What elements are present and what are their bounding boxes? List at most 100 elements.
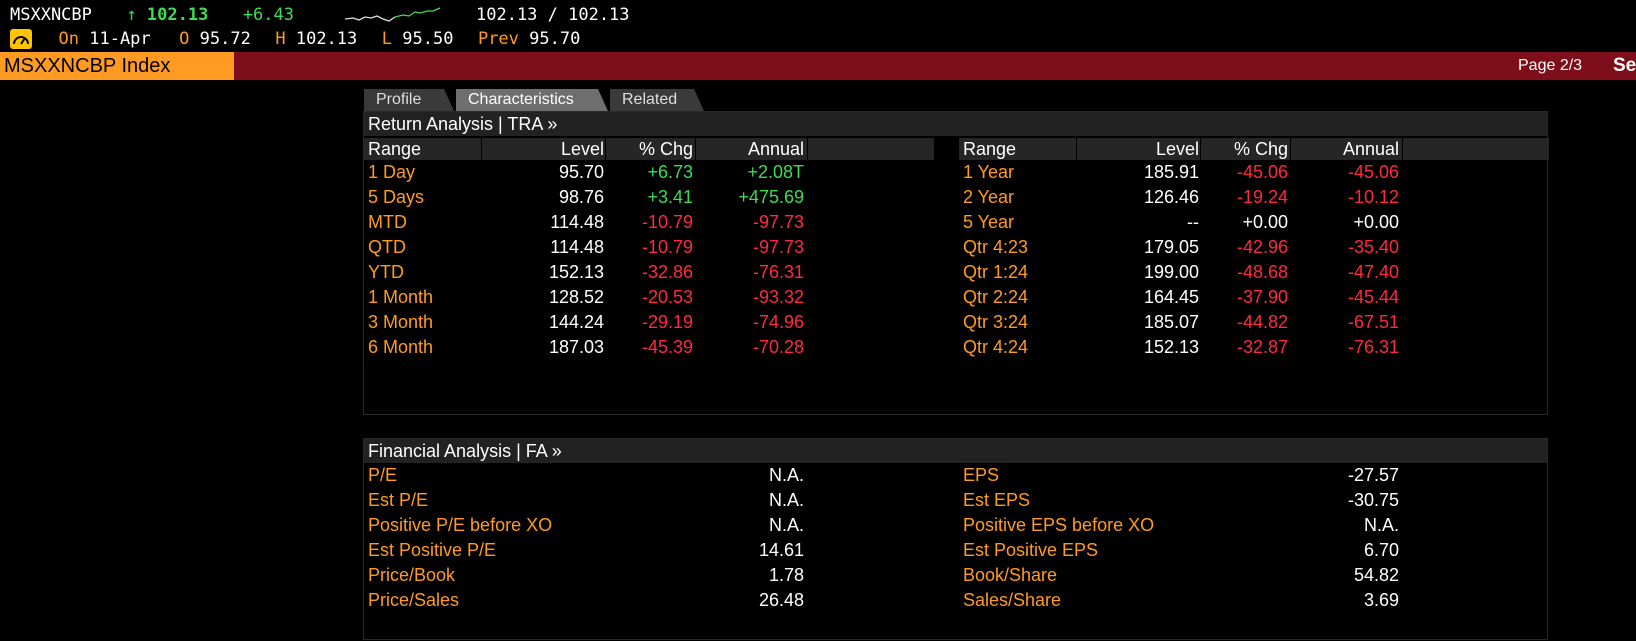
financial-row[interactable]: Est Positive EPS 6.70 xyxy=(959,538,1419,563)
range-label: Qtr 4:23 xyxy=(963,237,1029,257)
header-level[interactable]: Level xyxy=(560,139,604,159)
title-bar-cut-text[interactable]: Se xyxy=(1613,55,1636,76)
net-change: +6.43 xyxy=(242,5,294,25)
range-label: MTD xyxy=(368,212,407,232)
annual-value: -45.44 xyxy=(1347,287,1399,307)
metric-label: Positive P/E before XO xyxy=(368,515,553,535)
low-value: 95.50 xyxy=(402,29,454,49)
pct-change-value: -42.96 xyxy=(1236,237,1288,257)
return-row[interactable]: 1 Month 128.52 -20.53 -93.32 xyxy=(364,285,824,310)
return-row[interactable]: Qtr 1:24 199.00 -48.68 -47.40 xyxy=(959,260,1419,285)
tab-related[interactable]: Related xyxy=(610,89,704,111)
open-value: 95.72 xyxy=(199,29,251,49)
level-value: 98.76 xyxy=(558,187,604,207)
return-analysis-panel: Return Analysis | TRA » Range Level % Ch… xyxy=(363,111,1549,415)
level-value: 128.52 xyxy=(548,287,604,307)
level-value: 126.46 xyxy=(1143,187,1199,207)
ticker-symbol[interactable]: MSXXNCBP xyxy=(10,5,92,25)
title-bar xyxy=(0,52,1636,80)
ticker-line: MSXXNCBP ↑ 102.13 +6.43 102.13 / 102.13 xyxy=(10,4,630,26)
metric-value: 3.69 xyxy=(1363,590,1399,610)
financial-row[interactable]: Book/Share 54.82 xyxy=(959,563,1419,588)
financial-row[interactable]: Price/Book 1.78 xyxy=(364,563,824,588)
return-row[interactable]: 1 Day 95.70 +6.73 +2.08T xyxy=(364,160,824,185)
pct-change-value: -37.90 xyxy=(1236,287,1288,307)
financial-row[interactable]: EPS -27.57 xyxy=(959,463,1419,488)
pct-change-value: -32.86 xyxy=(641,262,693,282)
metric-label: Sales/Share xyxy=(963,590,1062,610)
return-row[interactable]: 2 Year 126.46 -19.24 -10.12 xyxy=(959,185,1419,210)
financial-row[interactable]: Sales/Share 3.69 xyxy=(959,588,1419,613)
financial-row[interactable]: Est P/E N.A. xyxy=(364,488,824,513)
header-chg[interactable]: % Chg xyxy=(1233,139,1288,159)
metric-value: 14.61 xyxy=(758,540,804,560)
return-row[interactable]: 6 Month 187.03 -45.39 -70.28 xyxy=(364,335,824,360)
return-row[interactable]: 5 Days 98.76 +3.41 +475.69 xyxy=(364,185,824,210)
financial-row[interactable]: Est EPS -30.75 xyxy=(959,488,1419,513)
return-row[interactable]: 5 Year -- +0.00 +0.00 xyxy=(959,210,1419,235)
financial-row[interactable]: Price/Sales 26.48 xyxy=(364,588,824,613)
header-annual[interactable]: Annual xyxy=(1342,139,1399,159)
header-range[interactable]: Range xyxy=(368,139,422,159)
financial-analysis-panel: Financial Analysis | FA » P/E N.A. Est P/E… xyxy=(363,438,1548,640)
level-value: 114.48 xyxy=(550,212,604,232)
last-price: 102.13 xyxy=(146,5,209,25)
metric-label: EPS xyxy=(963,465,1000,485)
return-analysis-title[interactable]: Return Analysis | TRA » xyxy=(364,112,1547,136)
range-label: 5 Days xyxy=(368,187,425,207)
return-row[interactable]: Qtr 4:24 152.13 -32.87 -76.31 xyxy=(959,335,1419,360)
range-label: Qtr 2:24 xyxy=(963,287,1029,307)
return-row[interactable]: Qtr 3:24 185.07 -44.82 -67.51 xyxy=(959,310,1419,335)
speedometer-icon[interactable] xyxy=(10,29,32,49)
metric-value: -30.75 xyxy=(1347,490,1399,510)
annual-value: +0.00 xyxy=(1353,212,1399,232)
financial-row[interactable]: Positive EPS before XO N.A. xyxy=(959,513,1419,538)
header-annual[interactable]: Annual xyxy=(747,139,804,159)
high-label: H xyxy=(275,29,286,49)
return-row[interactable]: Qtr 4:23 179.05 -42.96 -35.40 xyxy=(959,235,1419,260)
level-value: 95.70 xyxy=(558,162,604,182)
metric-label: Est P/E xyxy=(368,490,429,510)
return-row[interactable]: YTD 152.13 -32.86 -76.31 xyxy=(364,260,824,285)
header-range[interactable]: Range xyxy=(963,139,1017,159)
metric-value: N.A. xyxy=(768,490,804,510)
financial-row[interactable]: P/E N.A. xyxy=(364,463,824,488)
header-chg[interactable]: % Chg xyxy=(638,139,693,159)
annual-value: -47.40 xyxy=(1347,262,1399,282)
on-label: On xyxy=(58,29,79,49)
level-value: 185.07 xyxy=(1143,312,1199,332)
page-indicator[interactable]: Page 2/3 xyxy=(1518,57,1583,74)
range-label: 3 Month xyxy=(368,312,434,332)
range-label: 6 Month xyxy=(368,337,434,357)
return-row[interactable]: 1 Year 185.91 -45.06 -45.06 xyxy=(959,160,1419,185)
security-field[interactable]: MSXXNCBP Index xyxy=(0,52,234,80)
return-row[interactable]: MTD 114.48 -10.79 -97.73 xyxy=(364,210,824,235)
tab-profile[interactable]: Profile xyxy=(364,89,454,111)
return-row[interactable]: 3 Month 144.24 -29.19 -74.96 xyxy=(364,310,824,335)
financial-row[interactable]: Est Positive P/E 14.61 xyxy=(364,538,824,563)
financial-row[interactable]: Positive P/E before XO N.A. xyxy=(364,513,824,538)
header-level[interactable]: Level xyxy=(1155,139,1199,159)
level-value: 164.45 xyxy=(1143,287,1199,307)
financial-analysis-title[interactable]: Financial Analysis | FA » xyxy=(364,439,1547,463)
range-label: 1 Month xyxy=(368,287,434,307)
metric-label: Est Positive P/E xyxy=(368,540,497,560)
annual-value: +475.69 xyxy=(738,187,804,207)
annual-value: +2.08T xyxy=(747,162,804,182)
annual-value: -35.40 xyxy=(1347,237,1399,257)
metric-value: 1.78 xyxy=(768,565,804,585)
metric-label: Positive EPS before XO xyxy=(963,515,1155,535)
pct-change-value: -10.79 xyxy=(641,212,693,232)
pct-change-value: -45.39 xyxy=(641,337,693,357)
level-value: 152.13 xyxy=(548,262,604,282)
range-label: 1 Day xyxy=(368,162,416,182)
level-value: 152.13 xyxy=(1143,337,1199,357)
tab-characteristics[interactable]: Characteristics xyxy=(456,89,608,111)
pct-change-value: +3.41 xyxy=(647,187,693,207)
return-row[interactable]: Qtr 2:24 164.45 -37.90 -45.44 xyxy=(959,285,1419,310)
range-label: QTD xyxy=(368,237,406,257)
annual-value: -70.28 xyxy=(752,337,804,357)
range-label: Qtr 4:24 xyxy=(963,337,1029,357)
pct-change-value: -32.87 xyxy=(1236,337,1288,357)
return-row[interactable]: QTD 114.48 -10.79 -97.73 xyxy=(364,235,824,260)
